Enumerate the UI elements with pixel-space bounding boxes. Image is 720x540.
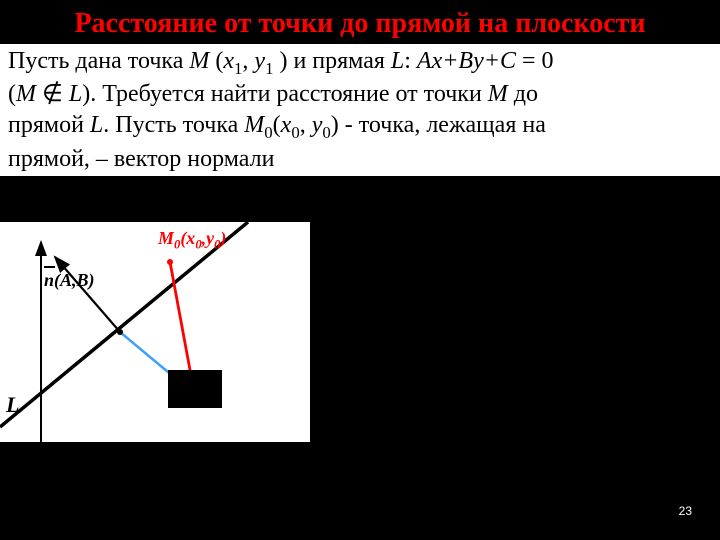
sub: 0: [291, 123, 299, 142]
p-line2: (M ∉ L). Требуется найти расстояние от т…: [8, 81, 538, 107]
var-M: M: [16, 81, 36, 107]
var-x: x: [223, 48, 234, 74]
t: (x: [180, 228, 195, 248]
var-y: y: [254, 48, 265, 74]
t: (: [8, 81, 16, 107]
p-line3: прямой L. Пусть точка M0(x0, y0) - точка…: [8, 112, 546, 138]
label-n: n(A,B): [44, 270, 95, 291]
t: ) - точка, лежащая на: [331, 112, 546, 138]
black-overlay-box: [168, 370, 222, 408]
slide-title: Расстояние от точки до прямой на плоскос…: [0, 0, 720, 44]
geometry-diagram: M0(x0,y0) n(A,B) L: [0, 222, 310, 442]
sub: 0: [264, 123, 272, 142]
var-L: L: [90, 112, 103, 138]
p-line4: прямой, – вектор нормали: [8, 146, 274, 172]
var-L: L: [69, 81, 82, 107]
t: ,y: [202, 228, 215, 248]
t: = 0: [516, 48, 554, 74]
var-M: M: [189, 48, 215, 74]
t: :: [404, 48, 417, 74]
notin: ∉: [36, 81, 69, 107]
point-origin: [117, 329, 123, 335]
label-L: L: [6, 392, 19, 418]
t: ). Требуется найти расстояние от точки: [82, 81, 488, 107]
var-M: M: [488, 81, 508, 107]
var-y: y: [312, 112, 323, 138]
t: до: [508, 81, 538, 107]
t: . Пусть точка: [103, 112, 244, 138]
var-x: x: [281, 112, 292, 138]
p-line1: Пусть дана точка M (x1, y1 ) и прямая L:…: [8, 48, 554, 74]
t: прямой: [8, 112, 90, 138]
diagram-svg: [0, 222, 310, 442]
page-number: 23: [679, 504, 692, 518]
point-M0: [167, 259, 173, 265]
t: M: [158, 228, 174, 248]
var-M0: M: [244, 112, 264, 138]
sub: 0: [322, 123, 330, 142]
t: (: [273, 112, 281, 138]
label-M0: M0(x0,y0): [158, 228, 226, 253]
t: ) и прямая: [273, 48, 390, 74]
t: ,: [242, 48, 254, 74]
eq: Ax+By+C: [417, 48, 516, 74]
normal-vector: [55, 257, 120, 332]
var-L: L: [391, 48, 404, 74]
body-paragraph: Пусть дана точка M (x1, y1 ) и прямая L:…: [0, 44, 720, 176]
t: ): [220, 228, 226, 248]
n-overbar: [44, 266, 55, 268]
t: ,: [300, 112, 312, 138]
t: Пусть дана точка: [8, 48, 189, 74]
